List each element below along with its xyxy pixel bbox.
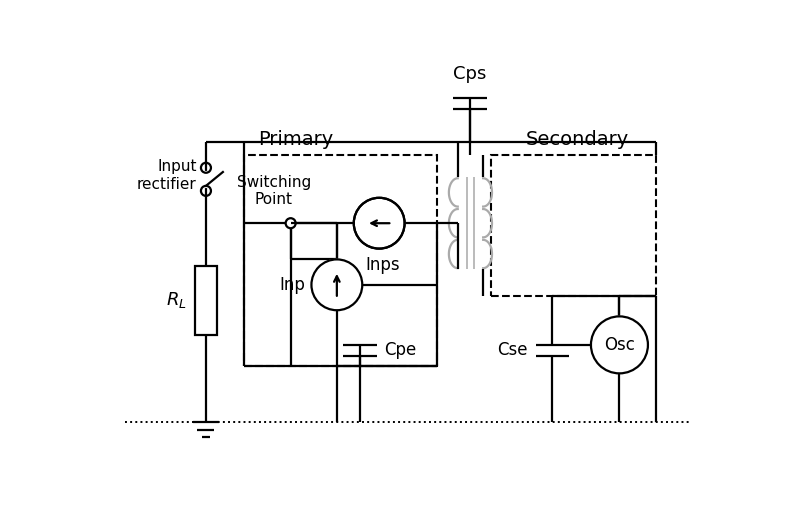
FancyBboxPatch shape: [194, 266, 217, 335]
Circle shape: [591, 317, 648, 373]
Text: Secondary: Secondary: [526, 130, 629, 149]
Text: Cpe: Cpe: [385, 342, 417, 359]
Text: Inp: Inp: [279, 276, 306, 294]
Text: $R_L$: $R_L$: [166, 290, 187, 310]
Text: Primary: Primary: [258, 130, 334, 149]
Text: Inps: Inps: [366, 256, 400, 275]
Circle shape: [311, 260, 362, 310]
Text: Osc: Osc: [604, 336, 635, 354]
Circle shape: [354, 198, 405, 249]
Text: Cse: Cse: [498, 342, 528, 359]
Text: Input
rectifier: Input rectifier: [137, 159, 197, 192]
Text: Cps: Cps: [454, 65, 486, 83]
Text: Switching
Point: Switching Point: [237, 175, 311, 207]
